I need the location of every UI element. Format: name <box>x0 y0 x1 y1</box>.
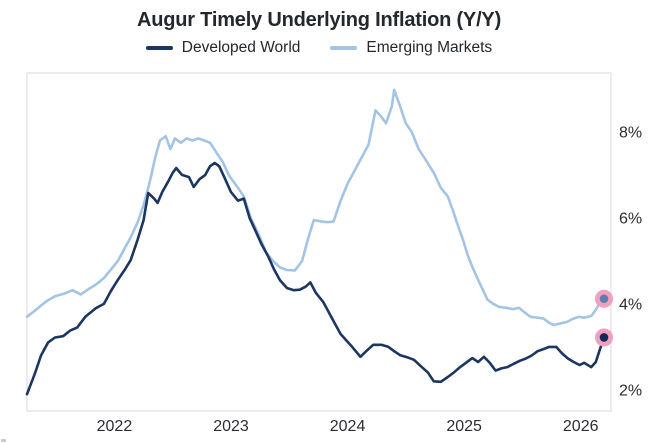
legend-label-emerging-markets: Emerging Markets <box>366 39 493 56</box>
corner-artifact <box>1 439 6 442</box>
legend-item-emerging-markets: Emerging Markets <box>330 39 492 57</box>
legend-item-developed-world: Developed World <box>145 39 301 57</box>
svg-text:8%: 8% <box>619 124 642 141</box>
svg-text:6%: 6% <box>619 210 642 227</box>
svg-text:2022: 2022 <box>97 418 133 435</box>
svg-text:2023: 2023 <box>213 418 249 435</box>
svg-text:2026: 2026 <box>563 418 599 435</box>
developed-world-line-swatch-icon <box>145 46 173 50</box>
emerging-markets-line-swatch-icon <box>330 46 358 50</box>
svg-text:2%: 2% <box>619 382 642 399</box>
svg-text:4%: 4% <box>619 296 642 313</box>
chart-legend: Developed World Emerging Markets <box>27 39 611 57</box>
legend-label-developed-world: Developed World <box>181 39 301 56</box>
chart-title: Augur Timely Underlying Inflation (Y/Y) <box>136 9 502 31</box>
svg-text:2024: 2024 <box>330 418 366 435</box>
svg-text:2025: 2025 <box>446 418 482 435</box>
